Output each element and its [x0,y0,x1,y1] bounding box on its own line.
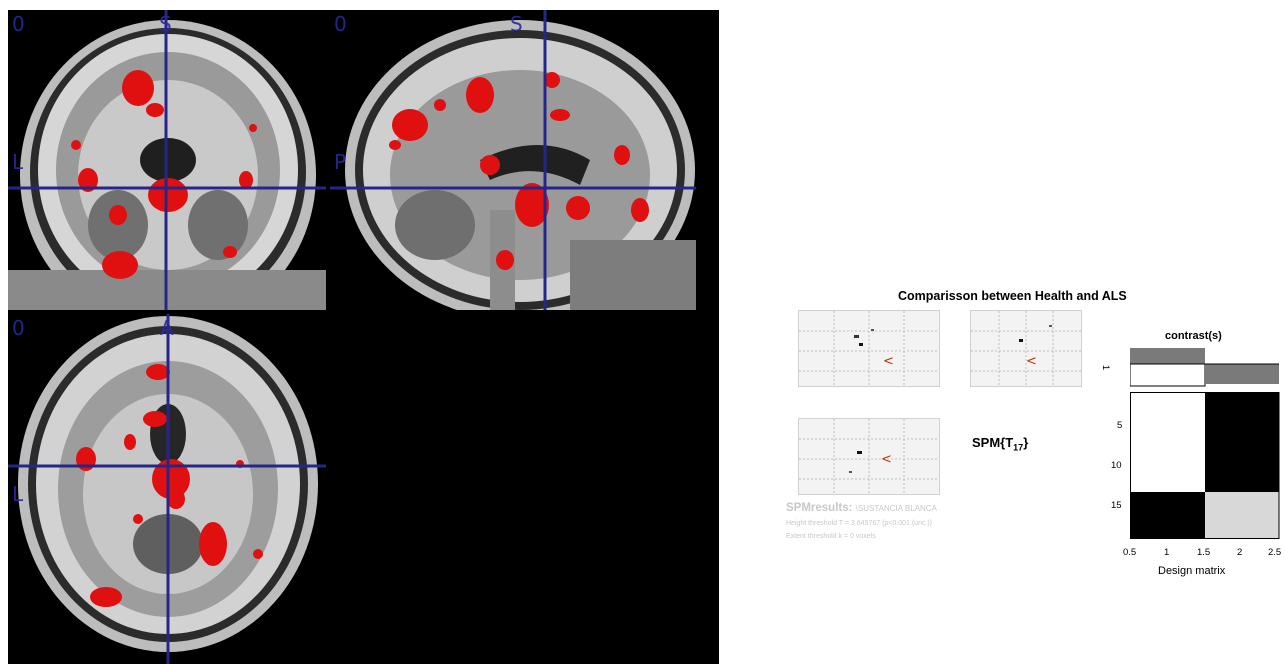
glass-brain-coronal-plot: < [971,311,1081,386]
axial-slice-image [8,314,326,664]
svg-text:<: < [883,354,894,369]
spm-stat-close: } [1023,435,1029,450]
design-matrix [1130,392,1280,539]
extent-threshold-text: Extent threshold k = 0 voxels [786,533,876,540]
spm-results-dataset: \SUSTANCIA BLANCA [855,504,937,513]
spm-results-header: SPMresults: \SUSTANCIA BLANCA [786,502,937,514]
coronal-view[interactable]: 0 S L [8,10,326,310]
spm-stat-prefix: SPM{T [972,435,1014,450]
spm-results-header-label: SPMresults: [786,502,853,514]
dm-xtick-1.5: 1.5 [1197,547,1211,558]
glass-brain-coronal: < [970,310,1082,387]
spm-stat-df: 17 [1013,442,1024,453]
dm-ytick-10: 10 [1111,460,1122,471]
sagittal-superior-label: S [510,12,523,36]
coronal-slice-image [8,10,326,310]
contrast-title: contrast(s) [1165,330,1222,342]
design-matrix-xlabel: Design matrix [1158,565,1226,577]
axial-left-label: L [12,482,24,506]
dm-ytick-5: 5 [1117,420,1123,431]
dm-ytick-15: 15 [1111,500,1122,511]
dm-xtick-0.5: 0.5 [1123,547,1137,558]
sagittal-posterior-label: P [334,150,347,174]
glass-brain-axial: < [798,418,940,495]
sagittal-view[interactable]: 0 S P [330,10,696,310]
results-title: Comparisson between Health and ALS [898,289,1127,303]
contrast-vector [1130,348,1279,387]
axial-origin-label: 0 [12,316,25,340]
dm-xtick-2.5: 2.5 [1268,547,1282,558]
contrast-index: 1 [1100,364,1112,371]
brain-viewer[interactable]: 0 S L [8,10,719,664]
glass-brain-axial-plot: < [799,419,939,494]
svg-text:<: < [1026,354,1037,369]
svg-text:<: < [881,452,892,467]
dm-xtick-1: 1 [1164,547,1170,558]
dm-xtick-2: 2 [1237,547,1243,558]
glass-brain-sagittal: < [798,310,940,387]
coronal-origin-label: 0 [12,12,25,36]
spm-results-panel: Comparisson between Health and ALS < < <… [760,280,1285,610]
sagittal-origin-label: 0 [334,12,347,36]
spm-statistic-label: SPM{T17} [972,435,1028,453]
axial-view[interactable]: 0 A L [8,314,326,664]
glass-brain-sagittal-plot: < [799,311,939,386]
sagittal-slice-image [330,10,696,310]
height-threshold-text: Height threshold T = 3.645767 {p<0.001 (… [786,520,933,527]
coronal-left-label: L [12,150,24,174]
axial-anterior-label: A [160,316,174,340]
coronal-superior-label: S [159,12,172,36]
